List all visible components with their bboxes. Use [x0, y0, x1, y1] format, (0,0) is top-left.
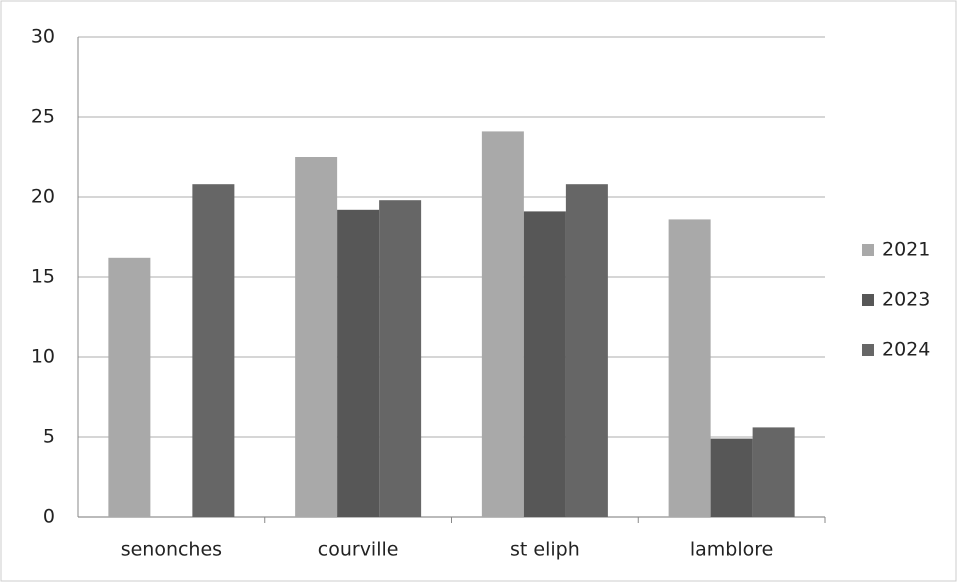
bar: [752, 427, 795, 517]
y-tick-label: 25: [31, 106, 55, 128]
y-tick-label: 20: [31, 186, 55, 208]
y-tick-label: 15: [31, 266, 55, 288]
bar: [565, 184, 608, 517]
legend-label: 2023: [882, 289, 930, 311]
y-tick-label: 30: [31, 26, 55, 48]
legend-label: 2021: [882, 239, 930, 261]
bar: [295, 157, 338, 517]
bar: [379, 200, 422, 517]
y-tick-label: 0: [43, 506, 55, 528]
y-tick-label: 5: [43, 426, 55, 448]
x-tick-label: lamblore: [690, 539, 773, 561]
legend-label: 2024: [882, 339, 930, 361]
bar: [108, 257, 151, 517]
bar: [337, 209, 380, 518]
x-tick-label: senonches: [121, 539, 222, 561]
x-tick-label: st eliph: [510, 539, 580, 561]
bar: [481, 131, 524, 517]
bar: [192, 184, 235, 517]
bar: [710, 438, 753, 517]
y-tick-label: 10: [31, 346, 55, 368]
legend-swatch: [862, 294, 874, 306]
x-tick-label: courville: [318, 539, 399, 561]
bar: [668, 219, 711, 517]
bar: [523, 211, 566, 517]
legend-swatch: [862, 344, 874, 356]
legend-swatch: [862, 244, 874, 256]
